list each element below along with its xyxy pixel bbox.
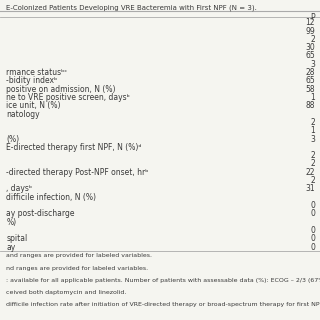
Text: E-directed therapy first NPF, N (%)ᵈ: E-directed therapy first NPF, N (%)ᵈ xyxy=(6,143,142,152)
Text: ice unit, N (%): ice unit, N (%) xyxy=(6,101,61,110)
Text: 88: 88 xyxy=(306,101,315,110)
Text: 3: 3 xyxy=(310,60,315,69)
Text: 12: 12 xyxy=(306,18,315,27)
Text: difficile infection, N (%): difficile infection, N (%) xyxy=(6,193,96,202)
Text: 0: 0 xyxy=(310,234,315,243)
Text: %): %) xyxy=(6,218,17,227)
Text: 99: 99 xyxy=(306,27,315,36)
Text: 2: 2 xyxy=(310,176,315,185)
Text: rmance statusᵇᶜ: rmance statusᵇᶜ xyxy=(6,68,68,77)
Text: ne to VRE positive screen, daysᵇ: ne to VRE positive screen, daysᵇ xyxy=(6,93,130,102)
Text: 31: 31 xyxy=(306,184,315,193)
Text: 28: 28 xyxy=(306,68,315,77)
Text: nd ranges are provided for labeled variables.: nd ranges are provided for labeled varia… xyxy=(6,266,148,271)
Text: P: P xyxy=(311,13,315,22)
Text: ay post-discharge: ay post-discharge xyxy=(6,209,75,218)
Text: 2: 2 xyxy=(310,118,315,127)
Text: ay: ay xyxy=(6,243,16,252)
Text: difficile infection rate after initiation of VRE-directed therapy or broad-spect: difficile infection rate after initiatio… xyxy=(6,302,320,307)
Text: 65: 65 xyxy=(306,52,315,60)
Text: 22: 22 xyxy=(306,168,315,177)
Text: positive on admission, N (%): positive on admission, N (%) xyxy=(6,85,116,94)
Text: natology: natology xyxy=(6,110,40,119)
Text: 0: 0 xyxy=(310,201,315,210)
Text: 1: 1 xyxy=(310,126,315,135)
Text: : available for all applicable patients. Number of patients with assessable data: : available for all applicable patients.… xyxy=(6,278,320,283)
Text: 1: 1 xyxy=(310,93,315,102)
Text: 65: 65 xyxy=(306,76,315,85)
Text: ceived both daptomycin and linezolid.: ceived both daptomycin and linezolid. xyxy=(6,290,127,295)
Text: (%): (%) xyxy=(6,134,20,144)
Text: -directed therapy Post-NPF onset, hrᵇ: -directed therapy Post-NPF onset, hrᵇ xyxy=(6,168,149,177)
Text: 0: 0 xyxy=(310,226,315,235)
Text: 2: 2 xyxy=(310,35,315,44)
Text: E-Colonized Patients Developing VRE Bacteremia with First NPF (N = 3).: E-Colonized Patients Developing VRE Bact… xyxy=(6,5,257,11)
Text: 58: 58 xyxy=(306,85,315,94)
Text: 3: 3 xyxy=(310,134,315,144)
Text: and ranges are provided for labeled variables.: and ranges are provided for labeled vari… xyxy=(6,253,152,259)
Text: 0: 0 xyxy=(310,243,315,252)
Text: spital: spital xyxy=(6,234,28,243)
Text: 2: 2 xyxy=(310,159,315,168)
Text: 2: 2 xyxy=(310,151,315,160)
Text: 30: 30 xyxy=(306,43,315,52)
Text: , daysᵇ: , daysᵇ xyxy=(6,184,33,193)
Text: 0: 0 xyxy=(310,209,315,218)
Text: -bidity indexᵇ: -bidity indexᵇ xyxy=(6,76,58,85)
